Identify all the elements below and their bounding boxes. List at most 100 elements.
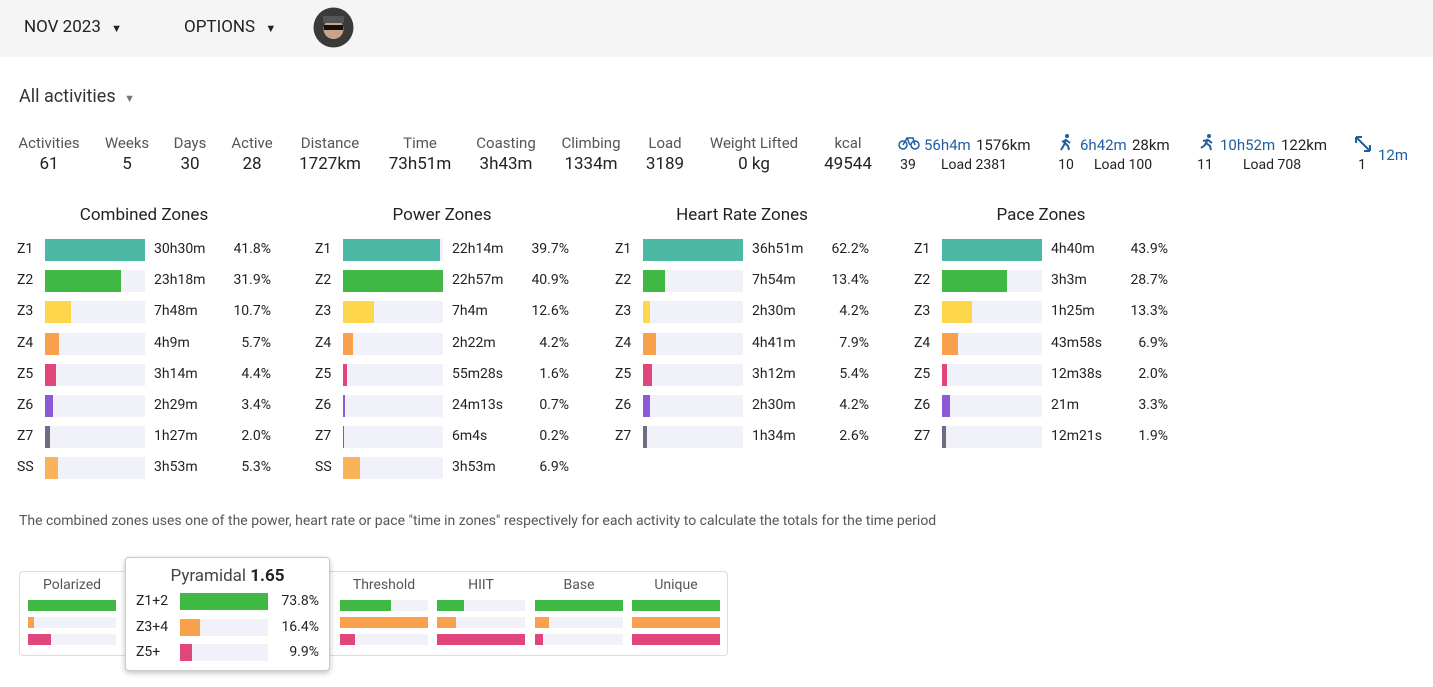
zone-label: Z4 xyxy=(615,334,632,351)
zone-label: Z6 xyxy=(615,397,632,413)
zone-track xyxy=(643,363,743,386)
stat-label: Weight Lifted xyxy=(709,134,799,152)
model-bar xyxy=(535,634,543,645)
zone-time: 22h14m xyxy=(452,241,504,257)
zone-label: Z3 xyxy=(615,303,632,320)
zone-time: 3h53m xyxy=(154,459,198,476)
tooltip-value: 16.4% xyxy=(281,618,319,635)
stat-value: 28 xyxy=(242,154,262,174)
zone-title: Power Zones xyxy=(392,205,492,225)
zone-pct: 2.6% xyxy=(839,428,869,445)
model-bar xyxy=(28,617,34,628)
zone-bar xyxy=(343,363,347,386)
zone-bar xyxy=(643,363,652,386)
zone-time: 30h30m xyxy=(154,241,206,257)
zone-time: 3h14m xyxy=(154,365,198,382)
zone-track xyxy=(942,426,1042,449)
zone-label: Z4 xyxy=(315,334,332,351)
zone-bar xyxy=(343,301,374,324)
zone-bar xyxy=(45,363,56,386)
run-icon xyxy=(1200,134,1213,151)
stat-value: 1334m xyxy=(564,154,618,174)
zone-time: 7h4m xyxy=(452,303,488,320)
zone-label: Z6 xyxy=(17,397,34,413)
zone-title: Pace Zones xyxy=(996,205,1086,225)
sport-time: 56h4m xyxy=(924,136,971,154)
month-menu[interactable]: NOV 2023 ▼ xyxy=(24,17,123,37)
zone-label: Z7 xyxy=(17,428,34,445)
zone-pct: 5.4% xyxy=(839,365,869,382)
top-bar xyxy=(0,0,1433,57)
stat-label: Active xyxy=(231,134,273,152)
zone-label: Z2 xyxy=(615,272,632,289)
zone-time: 2h22m xyxy=(452,334,496,351)
sport-load: Load 2381 xyxy=(941,157,1007,173)
month[interactable]: NOV 2023 xyxy=(24,17,101,37)
sport-load: Load 100 xyxy=(1094,157,1153,173)
zone-pct: 3.3% xyxy=(1138,397,1168,413)
sport-distance: 28km xyxy=(1132,136,1170,154)
model-track xyxy=(535,617,623,628)
model-name: Polarized xyxy=(42,577,102,593)
tooltip-score: 1.65 xyxy=(250,566,285,586)
tooltip-label: Z5+ xyxy=(136,644,161,660)
zone-time: 21m xyxy=(1051,397,1080,413)
zone-label: Z5 xyxy=(914,365,931,382)
zone-bar xyxy=(45,239,145,261)
model-bar xyxy=(535,600,623,611)
stat-label: Activities xyxy=(18,134,80,152)
zone-time: 4h41m xyxy=(752,334,796,351)
zone-pct: 1.9% xyxy=(1138,428,1168,445)
options-menu[interactable]: OPTIONS ▼ xyxy=(184,17,277,37)
zone-bar xyxy=(343,332,354,355)
zone-label: Z2 xyxy=(315,272,332,289)
bike-icon xyxy=(898,137,920,150)
zone-pct: 4.2% xyxy=(839,303,869,320)
stat-value: 3189 xyxy=(645,154,685,174)
zone-label: Z5 xyxy=(17,365,34,382)
zone-pct: 4.4% xyxy=(241,365,271,382)
zone-time: 1h25m xyxy=(1051,303,1095,320)
zone-time: 12m38s xyxy=(1051,365,1102,382)
zone-track xyxy=(45,332,145,355)
zone-pct: 5.7% xyxy=(241,334,271,351)
sport-time: 6h42m xyxy=(1080,136,1127,154)
zone-time: 23h18m xyxy=(154,272,206,289)
model-bar xyxy=(437,600,464,611)
zone-label: Z5 xyxy=(615,365,632,382)
model-track xyxy=(340,634,428,645)
zone-label: Z7 xyxy=(615,428,632,445)
zone-time: 3h12m xyxy=(752,365,796,382)
avatar[interactable] xyxy=(313,7,354,48)
zone-time: 55m28s xyxy=(452,365,503,382)
other-icon xyxy=(1355,136,1371,152)
zone-bar xyxy=(942,301,973,324)
zone-time: 36h51m xyxy=(752,241,804,257)
zone-time: 3h3m xyxy=(1051,272,1087,289)
zone-title: Heart Rate Zones xyxy=(676,205,808,225)
zone-track xyxy=(643,332,743,355)
activity-filter[interactable]: All activities ▼ xyxy=(19,86,135,107)
zone-bar xyxy=(643,426,648,449)
model-track xyxy=(535,634,623,645)
zone-pct: 39.7% xyxy=(531,241,569,257)
zone-track xyxy=(643,301,743,324)
zone-bar xyxy=(45,301,71,324)
zone-time: 2h29m xyxy=(154,397,198,413)
zone-pct: 6.9% xyxy=(539,459,569,476)
zone-bar xyxy=(942,426,947,449)
stat-label: Time xyxy=(403,134,437,152)
zone-bar xyxy=(45,270,122,293)
zone-time: 1h27m xyxy=(154,428,198,445)
zone-bar xyxy=(942,363,947,386)
model-bar xyxy=(535,617,550,628)
zone-label: Z3 xyxy=(315,303,332,320)
model-track xyxy=(437,617,525,628)
options[interactable]: OPTIONS xyxy=(184,17,256,37)
model-bar xyxy=(437,617,456,628)
zone-label: Z2 xyxy=(17,272,34,289)
filter-label[interactable]: All activities xyxy=(19,86,116,107)
tooltip-label: Z3+4 xyxy=(136,618,169,635)
